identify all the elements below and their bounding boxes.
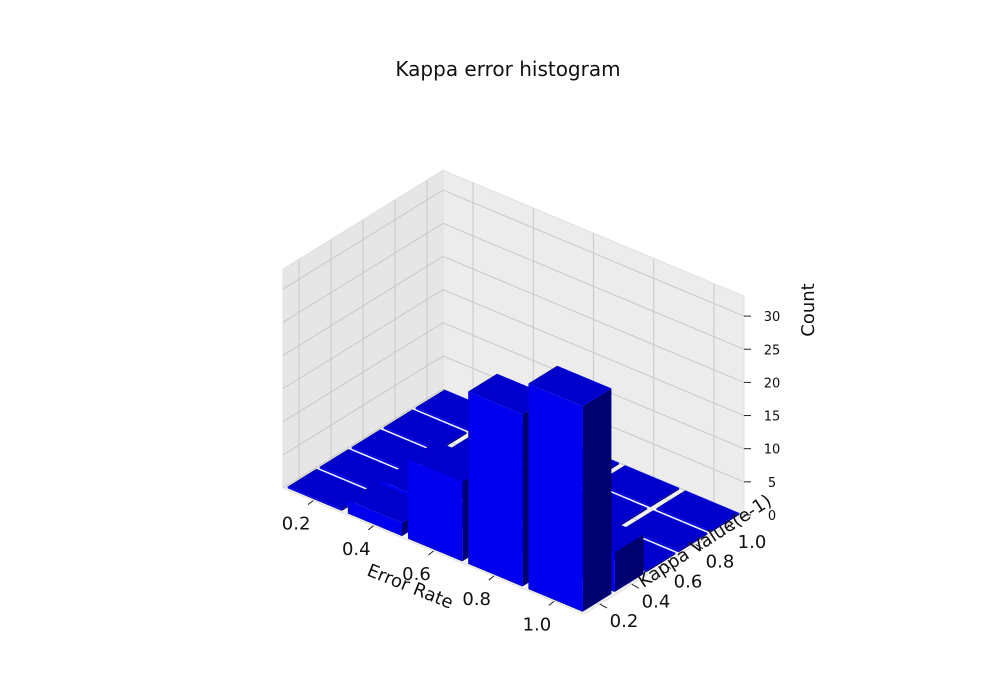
gridline-z — [282, 255, 745, 383]
bar-top-face — [656, 490, 740, 531]
gridline-z — [282, 289, 745, 417]
y-tick — [631, 583, 640, 589]
y-tick-label: 0.6 — [674, 572, 703, 593]
x-tick — [307, 500, 314, 505]
bars — [287, 365, 740, 612]
bar-front-face — [319, 466, 374, 492]
gridline-z — [282, 355, 745, 483]
bar-front-face — [351, 447, 406, 472]
bar-side-face — [614, 534, 644, 592]
y-tick — [727, 524, 736, 530]
gridline-z — [282, 322, 745, 450]
bar-side-face — [618, 507, 648, 528]
bar-top-face — [596, 465, 680, 506]
y-tick-label: 0.4 — [642, 591, 671, 612]
bar-side-face — [710, 513, 740, 533]
x-tick — [488, 575, 495, 581]
x-tick-label: 0.4 — [342, 539, 371, 560]
axis-ticks: 0.20.40.60.81.0 0.20.40.60.81.00510152025… — [282, 310, 780, 635]
bar — [656, 490, 740, 533]
x-tick — [548, 601, 555, 606]
gridline-z — [282, 388, 745, 516]
z-tick-label: 5 — [768, 476, 776, 491]
bar-front-face — [415, 407, 470, 432]
z-tick-label: 10 — [764, 443, 781, 458]
bar-front-face — [468, 391, 523, 587]
z-tick-label: 25 — [764, 343, 781, 358]
bar-top-face — [383, 409, 467, 450]
gridline-z — [282, 222, 745, 350]
bar-side-face — [582, 388, 612, 612]
bar-front-face — [528, 383, 583, 612]
x-tick-label: 0.8 — [462, 589, 491, 610]
bar-side-face — [678, 532, 708, 553]
y-tick-label: 0.2 — [610, 611, 639, 632]
y-tick — [695, 544, 704, 550]
gridline-z — [282, 189, 745, 317]
bar-front-face — [347, 500, 402, 537]
bar-top-face — [624, 510, 708, 551]
z-tick-label: 30 — [764, 310, 781, 325]
x-tick-label: 0.2 — [282, 514, 311, 535]
bar-side-face — [646, 552, 676, 573]
y-tick-label: 1.0 — [738, 532, 767, 553]
bar-front-face — [408, 459, 463, 562]
z-axis-label: Count — [798, 283, 819, 336]
z-tick-label: 20 — [764, 376, 781, 391]
x-tick — [367, 525, 374, 531]
bar-front-face — [287, 486, 342, 511]
bar-top-face — [528, 365, 612, 407]
y-tick — [599, 603, 608, 609]
bar-side-face — [650, 487, 680, 508]
bar-front-face — [656, 508, 711, 533]
z-tick-label: 0 — [768, 509, 776, 524]
bar-front-face — [383, 427, 438, 452]
x-tick-label: 1.0 — [523, 614, 552, 635]
x-tick — [428, 550, 434, 556]
x-tick-label: 0.6 — [402, 564, 431, 585]
z-tick-label: 15 — [764, 410, 781, 425]
chart-title: Kappa error histogram — [395, 57, 620, 81]
y-tick-label: 0.8 — [706, 552, 735, 573]
y-tick — [663, 564, 672, 569]
bar — [528, 365, 612, 612]
